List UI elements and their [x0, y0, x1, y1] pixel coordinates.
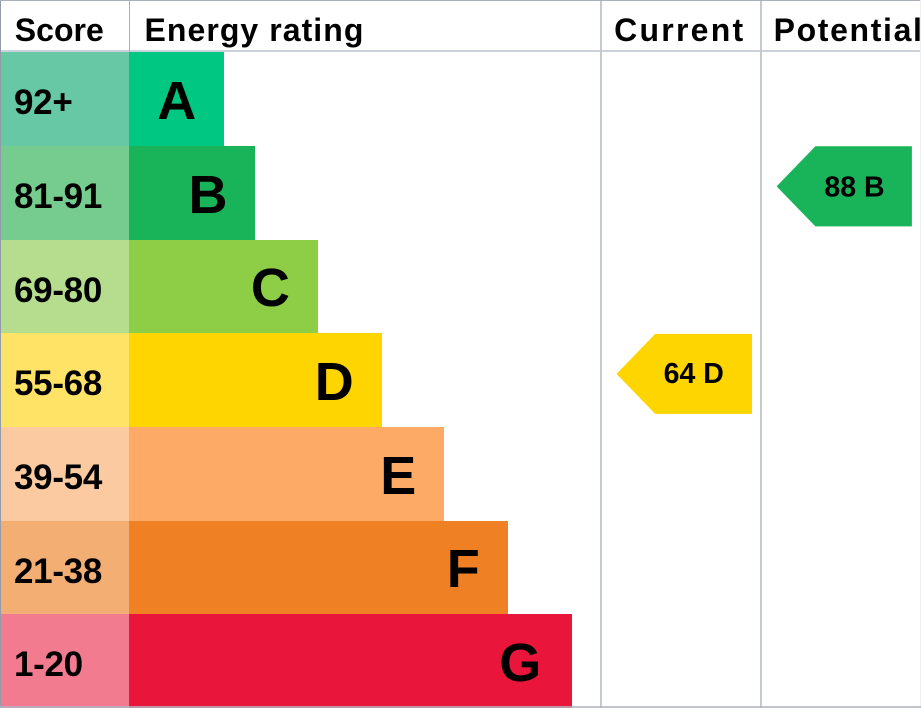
svg-text:88 B: 88 B: [824, 171, 884, 203]
svg-text:64 D: 64 D: [664, 358, 724, 390]
